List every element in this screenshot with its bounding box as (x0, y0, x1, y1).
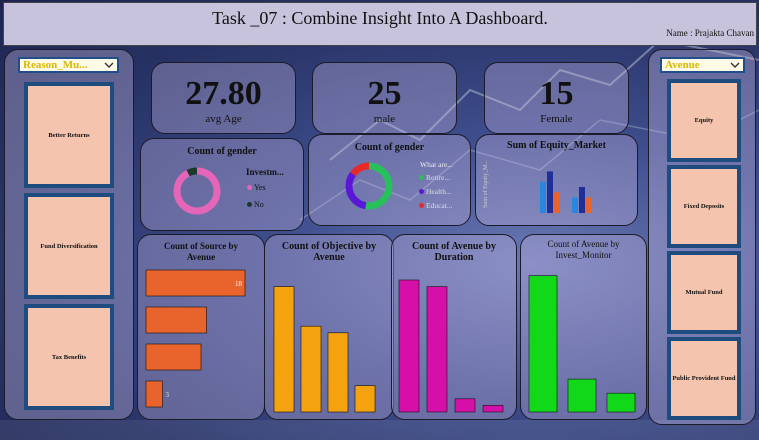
legend-dot (247, 185, 252, 190)
legend-dot (247, 202, 252, 207)
avenue-tile-ppf[interactable]: Public Provident Fund (667, 337, 741, 420)
reason-tile-better-returns[interactable]: Better Returns (24, 82, 114, 188)
equity-bar[interactable] (572, 197, 578, 213)
equity-bar[interactable] (547, 171, 553, 213)
avenue-tile-equity[interactable]: Equity (667, 79, 741, 162)
kpi-value: 15 (539, 75, 574, 112)
equity-bar[interactable] (586, 197, 592, 213)
chart-title: Count of Avenue by Duration (412, 241, 496, 263)
bar-chart (273, 286, 376, 413)
source-by-avenue-card: Count of Source by Avenue 18 3 (137, 234, 265, 420)
legend-dot (419, 189, 424, 194)
equity-bar[interactable] (579, 187, 585, 213)
bar-chart (398, 279, 504, 413)
legend-title: What are... (420, 160, 453, 169)
reason-tile-tax-benefits[interactable]: Tax Benefits (24, 304, 114, 410)
chart-title: Count of Source by Avenue (163, 241, 239, 262)
bar[interactable] (354, 385, 376, 413)
avenue-slicer[interactable]: Avenue (660, 57, 745, 73)
objective-by-avenue-card: Count of Objective by Avenue (264, 234, 394, 420)
equity-market-card: Sum of Equity_Market Sum of Equity_M... (475, 134, 638, 226)
chart-title: Count of gender (187, 146, 257, 157)
avenue-by-monitor-card: Count of Avenue by Invest_Monitor (520, 234, 647, 420)
source-bar[interactable] (145, 269, 246, 297)
kpi-label: male (373, 113, 396, 125)
kpi-label: Female (540, 113, 573, 125)
reason-tile-fund-diversification[interactable]: Fund Diversification (24, 193, 114, 299)
avenue-slicer-value: Avenue (665, 59, 700, 71)
bar[interactable] (327, 332, 349, 413)
bar[interactable] (482, 405, 504, 413)
avenue-by-duration-card: Count of Avenue by Duration (391, 234, 517, 420)
kpi-card-male: 25 male (312, 62, 457, 134)
chevron-down-icon (104, 62, 114, 68)
author-name: Name : Prajakta Chavan (666, 28, 754, 38)
bar[interactable] (567, 378, 597, 413)
donut-chart (173, 167, 221, 215)
title-bar: Task _07 : Combine Insight Into A Dashbo… (3, 2, 757, 46)
donut-slice-1[interactable] (173, 167, 221, 215)
gender-purpose-donut-card: Count of gender What are... Retire... He… (308, 134, 471, 226)
legend-item-no: No (247, 200, 264, 209)
bar[interactable] (426, 286, 448, 413)
bar[interactable] (454, 398, 476, 413)
data-label: 18 (235, 280, 243, 288)
avenue-tile-mutual-fund[interactable]: Mutual Fund (667, 251, 741, 334)
horizontal-bar-chart: 18 3 (145, 269, 246, 408)
bar[interactable] (398, 279, 420, 413)
kpi-card-female: 15 Female (484, 62, 629, 134)
kpi-label: avg Age (205, 113, 242, 125)
donut-slice-0[interactable] (173, 167, 221, 215)
legend-dot (419, 175, 424, 180)
equity-bar-chart (540, 171, 592, 213)
equity-bar[interactable] (540, 181, 546, 213)
bar[interactable] (273, 286, 295, 413)
legend-dot (419, 203, 424, 208)
donut-slice-2[interactable] (345, 162, 393, 210)
gender-investment-donut-card: Count of gender Investm... Yes No (140, 138, 304, 231)
legend-item-yes: Yes (247, 183, 266, 192)
avenue-tile-fixed-deposits[interactable]: Fixed Deposits (667, 165, 741, 248)
equity-bar[interactable] (554, 192, 560, 213)
legend-item-health: Health... (419, 187, 452, 196)
bar-chart (528, 275, 636, 413)
chevron-down-icon (730, 62, 740, 68)
source-bar[interactable] (145, 306, 207, 334)
kpi-value: 27.80 (185, 75, 262, 112)
legend-item-educat: Educat... (419, 201, 452, 210)
kpi-value: 25 (367, 75, 402, 112)
source-bar[interactable] (145, 380, 163, 408)
kpi-card-avg-age: 27.80 avg Age (151, 62, 296, 134)
legend-item-retire: Retire... (419, 173, 450, 182)
chart-title: Count of Avenue by Invest_Monitor (547, 239, 620, 260)
bar[interactable] (528, 275, 558, 413)
chart-title: Count of Objective by Avenue (281, 241, 377, 263)
donut-slice-1[interactable] (345, 162, 393, 210)
legend-title: Investm... (246, 167, 284, 177)
reason-slicer-value: Reason_Mu... (23, 59, 88, 71)
reason-slicer[interactable]: Reason_Mu... (18, 57, 119, 73)
bar[interactable] (300, 325, 322, 413)
chart-title: Count of gender (354, 142, 425, 153)
bar[interactable] (606, 392, 636, 413)
chart-title: Sum of Equity_Market (507, 140, 606, 151)
data-label: 3 (166, 391, 170, 399)
page-title: Task _07 : Combine Insight Into A Dashbo… (212, 8, 548, 28)
source-bar[interactable] (145, 343, 202, 371)
donut-chart (345, 162, 393, 210)
